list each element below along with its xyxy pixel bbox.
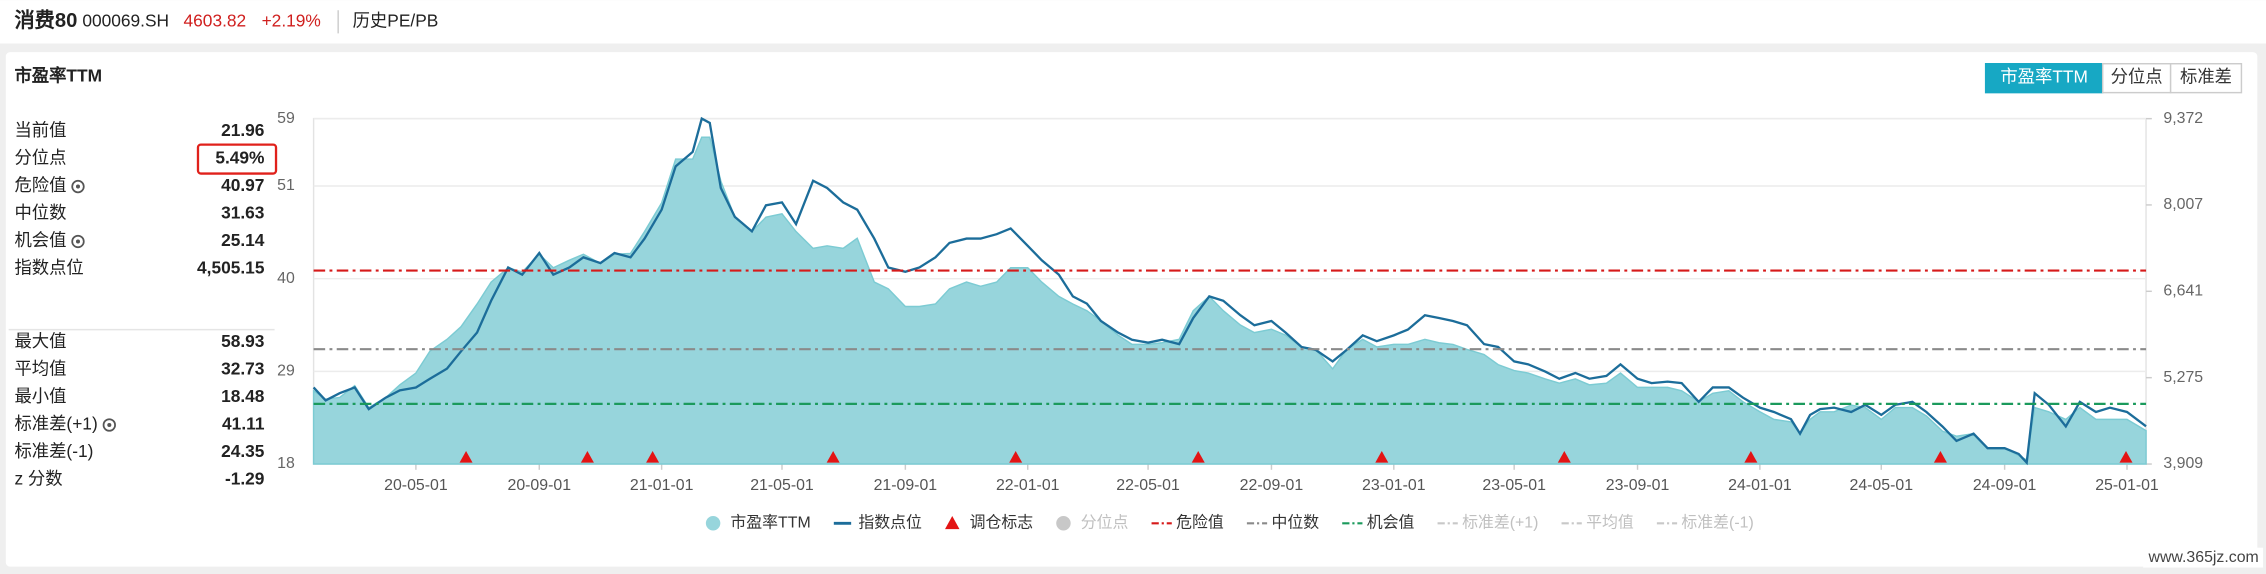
y2-tick-label: 8,007 [2163, 196, 2203, 213]
index-price: 4603.82 [184, 10, 247, 30]
stat-value: 40.97 [221, 175, 264, 195]
stat-label: 平均值 [14, 359, 66, 379]
stat-value: 41.11 [222, 414, 265, 434]
rebalance-marker [1557, 451, 1571, 463]
legend-symbol[interactable] [1056, 516, 1071, 531]
watermark: www.365jz.com [2147, 549, 2258, 566]
y-tick-label: 51 [277, 177, 295, 194]
x-tick-label: 24-09-01 [1973, 477, 2037, 494]
tab-button[interactable] [1984, 63, 2104, 94]
stat-label: 最小值 [14, 386, 66, 406]
stat-value: 31.63 [221, 203, 265, 223]
nav-tab[interactable]: 历史PE/PB [353, 10, 439, 30]
stat-label: 当前值 [14, 120, 66, 140]
settings-icon[interactable] [71, 234, 85, 249]
index-line [312, 116, 2147, 466]
stat-label: 分位点 [14, 148, 66, 168]
legend-label[interactable]: 分位点 [1081, 513, 1129, 531]
x-tick-label: 21-01-01 [630, 477, 694, 494]
y2-tick-label: 9,372 [2163, 110, 2203, 127]
index-change: +2.19% [262, 10, 321, 30]
stat-value: 5.49% [215, 148, 264, 168]
rebalance-marker [1744, 451, 1758, 463]
index-name: 消费80 [14, 8, 77, 32]
highlight-box [196, 143, 278, 175]
rebalance-marker [580, 451, 594, 463]
y-tick-label: 40 [277, 270, 295, 287]
legend-label[interactable]: 机会值 [1367, 513, 1415, 531]
tab-label[interactable]: 分位点 [2111, 67, 2163, 87]
stat-label: z 分数 [14, 469, 62, 489]
legend-label[interactable]: 市盈率TTM [730, 513, 810, 531]
settings-icon[interactable] [71, 179, 85, 194]
x-tick-label: 25-01-01 [2095, 477, 2159, 494]
x-tick-label: 20-09-01 [507, 477, 571, 494]
stat-label: 最大值 [14, 331, 66, 351]
stat-label: 标准差(-1) [14, 441, 93, 461]
x-tick-label: 22-05-01 [1116, 477, 1180, 494]
stat-value: 18.48 [221, 386, 265, 406]
tab-button[interactable] [2101, 63, 2172, 94]
x-tick-label: 22-09-01 [1240, 477, 1304, 494]
x-tick-label: 24-01-01 [1728, 477, 1792, 494]
stat-value: 32.73 [221, 359, 265, 379]
watermark-background [2143, 547, 2264, 568]
y-tick-label: 29 [277, 363, 295, 380]
x-tick-label: 23-05-01 [1482, 477, 1546, 494]
y-tick-label: 59 [277, 110, 295, 127]
rebalance-marker [826, 451, 840, 463]
y2-tick-label: 3,909 [2163, 455, 2203, 472]
stat-value: 4,505.15 [197, 258, 265, 278]
legend-symbol[interactable] [945, 516, 960, 530]
stat-label: 标准差(+1) [14, 414, 97, 434]
x-tick-label: 21-05-01 [750, 477, 814, 494]
settings-icon-dot [75, 239, 81, 244]
x-tick-label: 22-01-01 [996, 477, 1060, 494]
x-tick-label: 24-05-01 [1849, 477, 1913, 494]
legend: 市盈率TTM 指数点位 调仓标志 分位点 危险值 中位数 机会值 标准差(+1) 平均值 标准差(… [705, 513, 1754, 531]
rebalance-marker [1933, 451, 1947, 463]
rebalance-marker [459, 451, 473, 463]
stat-value: 21.96 [221, 120, 265, 140]
x-tick-label: 21-09-01 [874, 477, 938, 494]
settings-icon-dot [107, 422, 112, 428]
legend-label[interactable]: 平均值 [1586, 513, 1634, 531]
y-tick-label: 18 [277, 455, 295, 472]
top-bar [0, 0, 2266, 44]
tab-label[interactable]: 标准差 [2180, 67, 2232, 87]
stat-value: 58.93 [221, 331, 265, 351]
y2-tick-label: 5,275 [2163, 369, 2203, 386]
stat-value: 25.14 [221, 230, 265, 250]
tab-button[interactable] [2169, 63, 2243, 94]
stat-label: 中位数 [14, 203, 66, 223]
card-title: 市盈率TTM [14, 65, 102, 85]
x-tick-label: 20-05-01 [384, 477, 448, 494]
legend-label[interactable]: 危险值 [1176, 513, 1224, 531]
index-code: 000069.SH [82, 10, 169, 30]
stat-label: 指数点位 [14, 258, 83, 278]
x-tick-label: 23-01-01 [1362, 477, 1426, 494]
y2-tick-label: 6,641 [2163, 283, 2203, 300]
rebalance-marker [2119, 451, 2133, 463]
legend-symbol[interactable] [705, 516, 721, 531]
pe-area [312, 136, 2147, 465]
legend-label[interactable]: 中位数 [1271, 513, 1319, 531]
settings-icon[interactable] [102, 418, 116, 432]
stat-value: 24.35 [221, 441, 265, 461]
rebalance-marker [1375, 451, 1389, 463]
tab-label[interactable]: 市盈率TTM [2000, 67, 2088, 87]
stat-label: 危险值 [14, 175, 66, 195]
settings-icon-dot [75, 184, 81, 189]
rebalance-marker [646, 451, 660, 463]
legend-label[interactable]: 指数点位 [858, 513, 922, 531]
rebalance-marker [1191, 451, 1205, 463]
stat-value: -1.29 [225, 469, 265, 489]
legend-label[interactable]: 标准差(-1) [1681, 513, 1753, 531]
legend-label[interactable]: 标准差(+1) [1462, 513, 1538, 531]
x-tick-label: 23-09-01 [1606, 477, 1670, 494]
stat-label: 机会值 [14, 230, 66, 250]
rebalance-marker [1009, 451, 1023, 463]
legend-label[interactable]: 调仓标志 [970, 513, 1034, 531]
